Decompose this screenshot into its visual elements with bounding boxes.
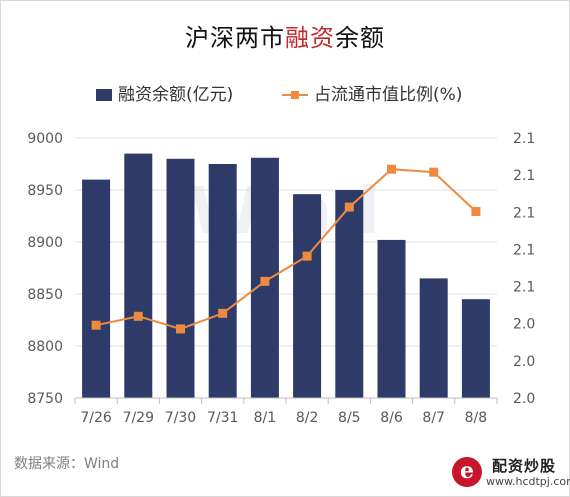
ratio-point [387,164,396,174]
ratio-point [344,202,354,212]
x-tick-label: 8/8 [465,410,488,426]
x-tick-label: 8/2 [296,410,319,426]
left-tick-label: 8750 [27,391,63,407]
right-tick-label: 2.1 [513,280,535,296]
left-tick-label: 8950 [27,183,63,199]
bar [461,299,490,398]
bar [166,158,195,398]
x-tick-label: 8/1 [254,410,277,426]
x-tick-label: 7/26 [80,410,112,426]
bar [82,179,111,398]
title-prefix: 沪深两市 [185,24,285,52]
title-highlight: 融资 [285,24,335,52]
brand-logo: e 配资炒股 www.hcdtpj.com [452,455,570,491]
right-tick-label: 2.1 [513,242,535,258]
left-tick-label: 9000 [27,131,63,147]
ratio-point [471,207,481,217]
ratio-point [429,167,439,177]
left-tick-label: 8800 [27,339,63,355]
left-tick-label: 8850 [27,287,63,303]
legend-dot-swatch [291,91,299,99]
ratio-point [91,320,101,330]
chart-title: 沪深两市融资余额 [0,18,570,53]
legend-label-ratio: 占流通市值比例(%) [314,85,463,105]
brand-e-icon: e [452,457,482,487]
chart-legend: 融资余额(亿元) 占流通市值比例(%) [0,84,570,108]
legend-label-margin-balance: 融资余额(亿元) [118,85,234,105]
left-tick-label: 8900 [27,235,63,251]
ratio-point [176,324,185,334]
right-tick-label: 2.0 [513,317,535,333]
ratio-point [260,276,270,286]
bar [293,194,322,398]
x-tick-label: 7/31 [207,410,238,426]
ratio-line [95,168,477,330]
ratio-point [218,308,228,318]
data-source-note: 数据来源：Wind [14,456,120,472]
bar [419,278,448,398]
ratio-point [302,251,312,261]
x-tick-label: 8/7 [422,410,445,426]
right-tick-label: 2.1 [513,168,535,184]
right-tick-label: 2.0 [513,354,535,370]
bar [335,190,364,398]
brand-url: www.hcdtpj.com [486,475,570,488]
ratio-point [133,311,143,321]
right-tick-label: 2.1 [513,205,535,221]
x-tick-label: 7/29 [123,410,154,426]
brand-name: 配资炒股 [492,457,557,475]
x-tick-label: 8/5 [338,410,361,426]
legend-bar-swatch [96,89,112,101]
bar [124,153,153,398]
x-tick-label: 8/6 [380,410,403,426]
x-tick-label: 7/30 [165,410,196,426]
right-tick-label: 2.0 [513,391,535,407]
bar [208,164,237,398]
bar [377,239,406,398]
right-tick-label: 2.1 [513,131,535,147]
title-suffix: 余额 [335,24,385,52]
